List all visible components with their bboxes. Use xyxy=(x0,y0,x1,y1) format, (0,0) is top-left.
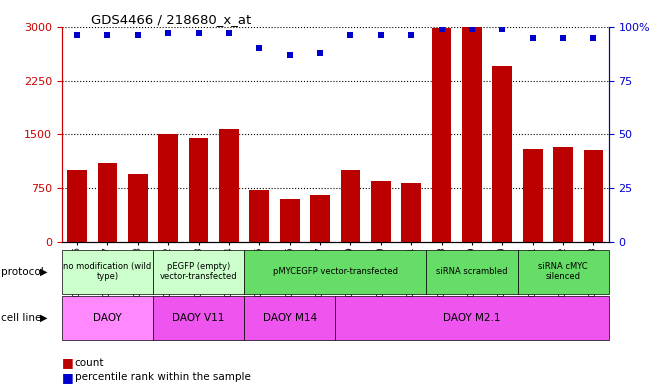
Bar xyxy=(426,250,518,294)
Text: count: count xyxy=(75,358,104,368)
Bar xyxy=(280,199,299,242)
Point xyxy=(376,32,386,38)
Bar xyxy=(153,296,244,340)
Point xyxy=(467,26,477,32)
Bar xyxy=(432,28,452,242)
Bar xyxy=(335,296,609,340)
Text: ■: ■ xyxy=(62,356,74,369)
Text: DAOY: DAOY xyxy=(93,313,122,323)
Bar xyxy=(158,134,178,242)
Bar xyxy=(189,138,208,242)
Bar xyxy=(219,129,239,242)
Point xyxy=(163,30,173,36)
Bar xyxy=(62,296,153,340)
Text: DAOY M14: DAOY M14 xyxy=(262,313,317,323)
Text: DAOY M2.1: DAOY M2.1 xyxy=(443,313,501,323)
Point xyxy=(102,32,113,38)
Bar xyxy=(401,183,421,242)
Bar xyxy=(67,170,87,242)
Bar xyxy=(523,149,542,242)
Point xyxy=(406,32,417,38)
Bar xyxy=(583,150,603,242)
Text: DAOY V11: DAOY V11 xyxy=(173,313,225,323)
Bar xyxy=(371,181,391,242)
Point xyxy=(497,26,508,32)
Bar xyxy=(311,195,330,242)
Point xyxy=(193,30,204,36)
Point xyxy=(72,32,82,38)
Point xyxy=(589,35,599,41)
Text: ■: ■ xyxy=(62,371,74,384)
Bar xyxy=(462,25,482,242)
Bar xyxy=(340,170,361,242)
Point xyxy=(254,45,264,51)
Bar xyxy=(492,66,512,242)
Bar xyxy=(244,296,335,340)
Bar xyxy=(62,250,153,294)
Point xyxy=(436,26,447,32)
Text: pEGFP (empty)
vector-transfected: pEGFP (empty) vector-transfected xyxy=(159,262,238,281)
Bar xyxy=(153,250,244,294)
Bar xyxy=(128,174,148,242)
Bar xyxy=(244,250,426,294)
Text: ▶: ▶ xyxy=(40,313,48,323)
Point xyxy=(284,52,295,58)
Point xyxy=(345,32,355,38)
Text: no modification (wild
type): no modification (wild type) xyxy=(63,262,152,281)
Bar xyxy=(518,250,609,294)
Text: cell line: cell line xyxy=(1,313,41,323)
Bar xyxy=(98,163,117,242)
Point xyxy=(558,35,568,41)
Bar xyxy=(553,147,573,242)
Text: GDS4466 / 218680_x_at: GDS4466 / 218680_x_at xyxy=(91,13,251,26)
Text: pMYCEGFP vector-transfected: pMYCEGFP vector-transfected xyxy=(273,267,398,276)
Bar xyxy=(249,190,270,242)
Text: ▶: ▶ xyxy=(40,266,48,277)
Text: protocol: protocol xyxy=(1,266,44,277)
Text: percentile rank within the sample: percentile rank within the sample xyxy=(75,372,251,382)
Point xyxy=(315,50,326,56)
Text: siRNA cMYC
silenced: siRNA cMYC silenced xyxy=(538,262,588,281)
Text: siRNA scrambled: siRNA scrambled xyxy=(436,267,508,276)
Point xyxy=(527,35,538,41)
Point xyxy=(224,30,234,36)
Point xyxy=(133,32,143,38)
